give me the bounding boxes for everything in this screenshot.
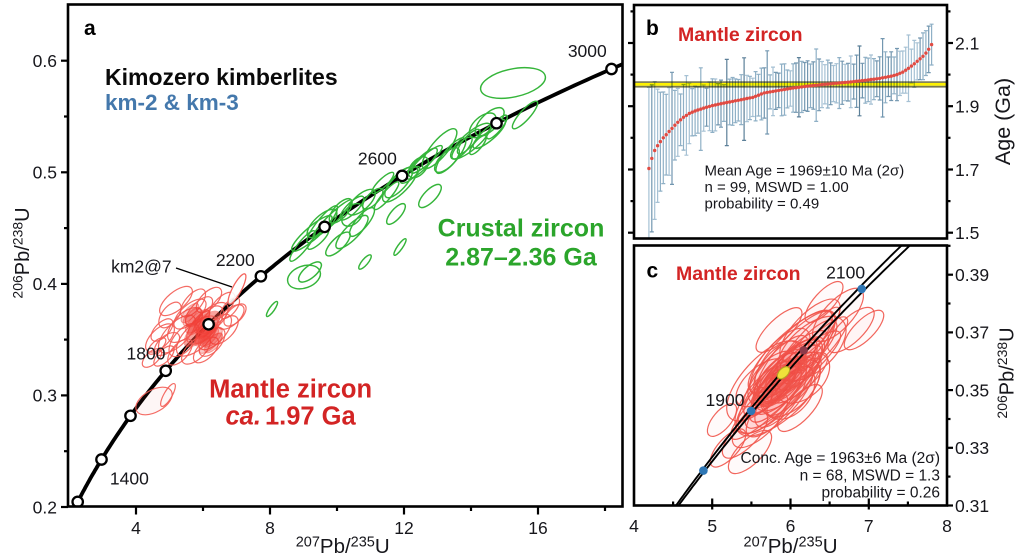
svg-text:Mantle zircon: Mantle zircon <box>209 375 372 403</box>
svg-text:0.31: 0.31 <box>955 496 989 516</box>
svg-text:1400: 1400 <box>110 468 149 488</box>
svg-text:Conc. Age = 1963±6 Ma (2σ): Conc. Age = 1963±6 Ma (2σ) <box>741 450 940 467</box>
svg-text:8: 8 <box>265 518 275 538</box>
svg-text:206Pb/238U: 206Pb/238U <box>994 327 1019 418</box>
svg-text:1.5: 1.5 <box>955 223 979 243</box>
svg-text:Age (Ga): Age (Ga) <box>991 78 1015 165</box>
svg-text:207Pb/235U: 207Pb/235U <box>296 535 390 559</box>
svg-text:n = 68, MSWD = 1.3: n = 68, MSWD = 1.3 <box>800 468 940 485</box>
svg-text:2600: 2600 <box>358 148 397 168</box>
svg-text:1800: 1800 <box>127 344 166 364</box>
svg-text:207Pb/235U: 207Pb/235U <box>744 535 838 559</box>
svg-text:ca.1.97 Ga: ca. 1.97 Ga <box>226 403 357 431</box>
svg-text:1.9: 1.9 <box>955 97 979 117</box>
svg-text:1.7: 1.7 <box>955 160 979 180</box>
svg-text:0.35: 0.35 <box>955 380 989 400</box>
svg-text:Mantle zircon: Mantle zircon <box>678 24 803 46</box>
svg-text:4: 4 <box>131 518 141 538</box>
svg-text:Crustal zircon: Crustal zircon <box>438 215 605 243</box>
svg-text:4: 4 <box>629 516 639 536</box>
svg-text:km2@7: km2@7 <box>111 257 172 277</box>
svg-text:Kimozero kimberlites: Kimozero kimberlites <box>105 64 338 90</box>
svg-text:0.6: 0.6 <box>33 51 57 71</box>
svg-text:7: 7 <box>864 516 874 536</box>
svg-text:3000: 3000 <box>568 41 607 61</box>
svg-text:0.3: 0.3 <box>33 386 57 406</box>
svg-text:0.33: 0.33 <box>955 438 989 458</box>
svg-text:km-2 & km-3: km-2 & km-3 <box>105 90 239 115</box>
svg-text:0.5: 0.5 <box>33 163 57 183</box>
svg-text:2.1: 2.1 <box>955 33 979 53</box>
svg-text:a: a <box>84 17 96 40</box>
svg-text:2.87–2.36 Ga: 2.87–2.36 Ga <box>445 243 598 271</box>
svg-text:6: 6 <box>786 516 796 536</box>
svg-text:1900: 1900 <box>706 390 745 410</box>
svg-text:c: c <box>647 260 659 283</box>
svg-text:probability = 0.26: probability = 0.26 <box>822 484 940 501</box>
svg-text:2100: 2100 <box>826 263 865 283</box>
svg-text:0.2: 0.2 <box>33 497 57 517</box>
svg-text:0.39: 0.39 <box>955 265 989 285</box>
svg-text:probability = 0.49: probability = 0.49 <box>705 196 820 213</box>
svg-text:12: 12 <box>394 518 413 538</box>
svg-text:206Pb/238U: 206Pb/238U <box>10 207 35 298</box>
svg-text:b: b <box>646 17 659 40</box>
svg-text:2200: 2200 <box>216 250 255 270</box>
svg-text:n = 99, MSWD = 1.00: n = 99, MSWD = 1.00 <box>705 179 849 196</box>
svg-text:16: 16 <box>528 518 547 538</box>
svg-text:Mean Age = 1969±10 Ma (2σ): Mean Age = 1969±10 Ma (2σ) <box>705 162 905 179</box>
svg-text:0.4: 0.4 <box>33 274 58 294</box>
svg-text:0.37: 0.37 <box>955 323 989 343</box>
svg-text:Mantle zircon: Mantle zircon <box>676 263 801 285</box>
svg-text:5: 5 <box>707 516 717 536</box>
svg-text:8: 8 <box>942 516 952 536</box>
